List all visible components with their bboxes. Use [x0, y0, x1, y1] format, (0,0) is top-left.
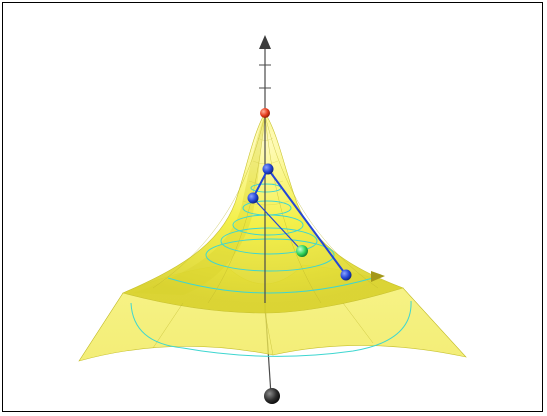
bottom-point[interactable]: [264, 388, 280, 404]
vertex-point-2[interactable]: [247, 192, 259, 204]
graphics-3d-view[interactable]: [2, 2, 543, 412]
vertex-point-3[interactable]: [340, 269, 352, 281]
z-axis-arrow-icon: [259, 35, 271, 49]
segment-vertex1-vertex3[interactable]: [267, 168, 347, 276]
surface-shade: [133, 115, 265, 295]
x-axis-arrow-icon: [371, 271, 385, 282]
surface-plot-svg[interactable]: [3, 3, 543, 412]
vertex-point-1[interactable]: [262, 163, 274, 175]
contour-lines: [130, 183, 412, 357]
segment-vertex2-midpoint[interactable]: [252, 197, 303, 252]
apex-point[interactable]: [260, 108, 270, 118]
midpoint-point[interactable]: [296, 245, 308, 257]
